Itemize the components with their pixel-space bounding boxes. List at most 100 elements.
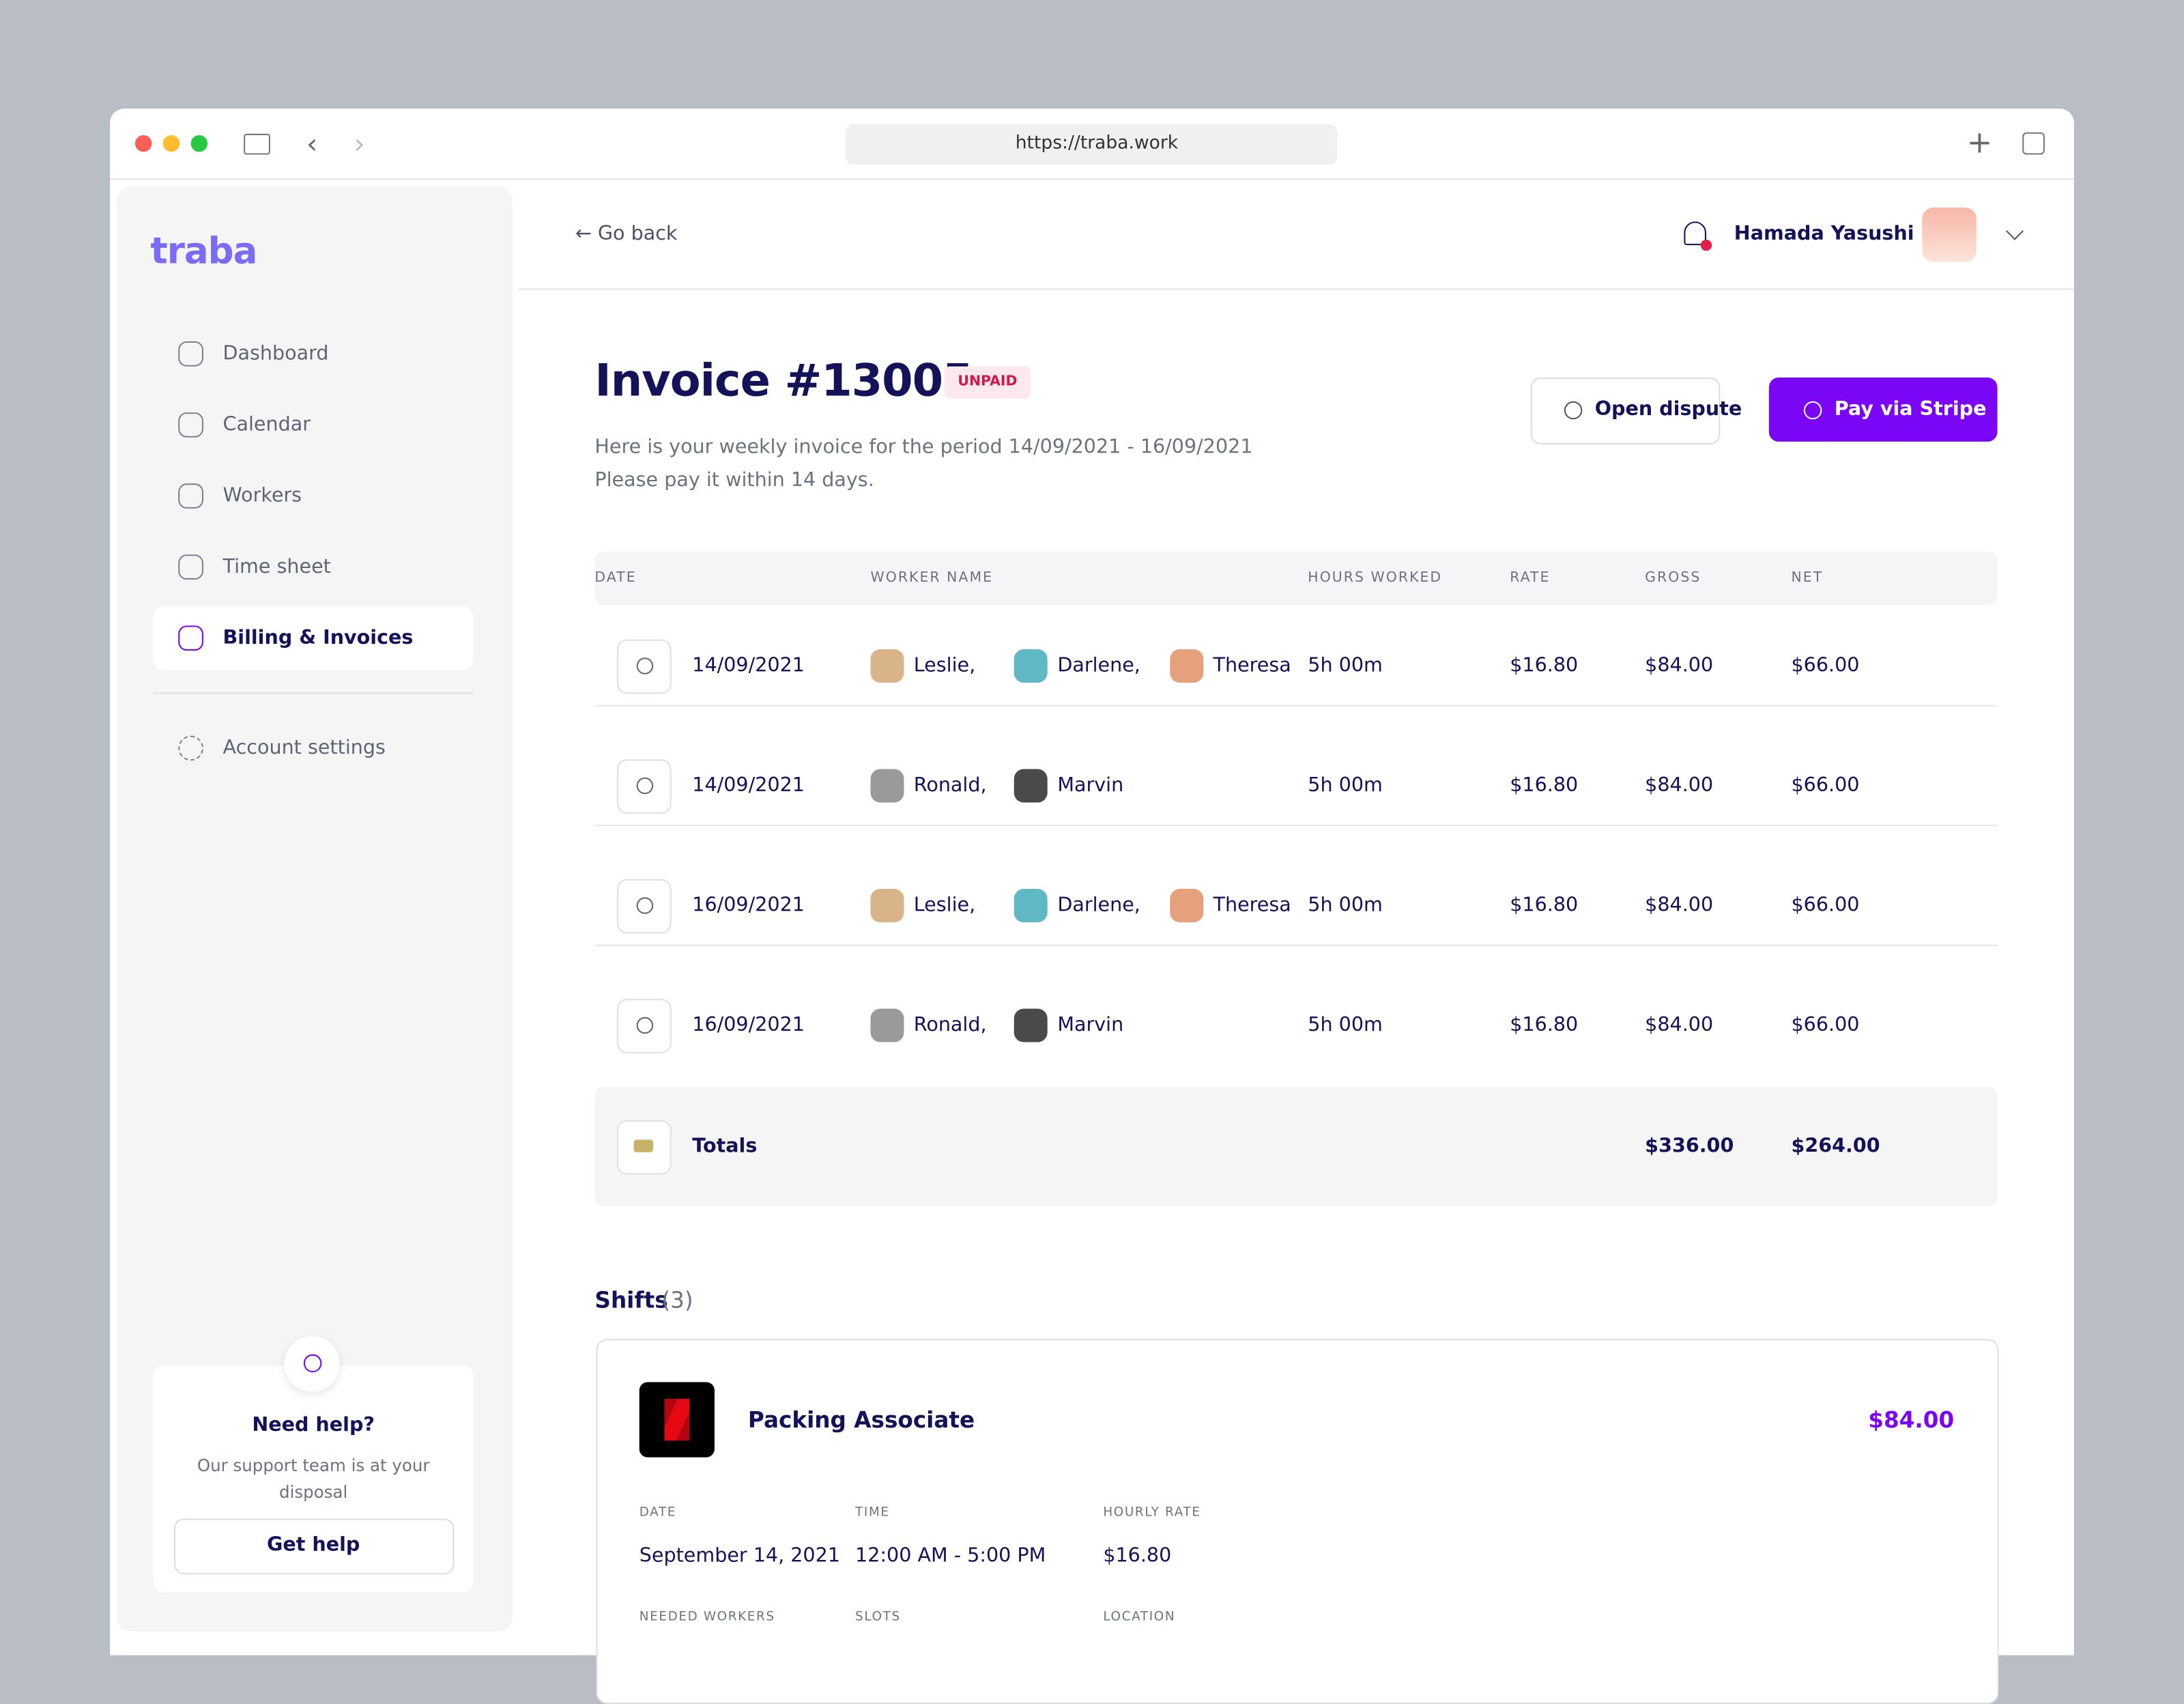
- nav-item[interactable]: Workers: [222, 485, 302, 507]
- worker-avatar: [870, 1008, 904, 1042]
- worker-avatar: [1014, 1008, 1048, 1042]
- worker-name: Ronald,: [913, 774, 987, 797]
- new-tab[interactable]: +: [1966, 126, 1993, 161]
- settings-icon: [178, 735, 203, 761]
- sidebar-toggle[interactable]: [244, 133, 270, 155]
- header-divider: [518, 288, 2074, 290]
- user-name: Hamada Yasushi: [1734, 223, 1914, 246]
- worker-name: Leslie,: [913, 894, 976, 917]
- logo: traba: [150, 231, 257, 273]
- worker-avatar: [870, 769, 904, 803]
- rate: $16.80: [1510, 655, 1579, 677]
- worker-name: Ronald,: [913, 1014, 987, 1037]
- hours: 5h 00m: [1308, 774, 1383, 797]
- zoom-button[interactable]: [190, 134, 208, 152]
- rate: $16.80: [1510, 894, 1579, 917]
- notification-dot: [1700, 240, 1712, 251]
- back-link[interactable]: ← Go back: [575, 223, 678, 246]
- invoice-description: Please pay it within 14 days.: [594, 469, 874, 492]
- dispute-label[interactable]: Open dispute: [1594, 398, 1742, 421]
- column-header: HOURS WORKED: [1308, 570, 1443, 586]
- dispute-icon: [1564, 401, 1583, 420]
- hours: 5h 00m: [1308, 1014, 1383, 1037]
- help-button[interactable]: [174, 1518, 455, 1575]
- invoice-description: Here is your weekly invoice for the peri…: [594, 436, 1253, 459]
- date: 14/09/2021: [692, 774, 805, 797]
- user-avatar: [1922, 208, 1977, 262]
- help-text: Our support team is at your disposal: [197, 1456, 430, 1502]
- worker-name: Darlene,: [1057, 655, 1140, 677]
- row-icon-inner: [636, 1017, 654, 1034]
- invoice-title: Invoice #13005: [594, 354, 973, 407]
- shift-amount: $84.00: [1868, 1406, 1955, 1433]
- help-title: Need help?: [252, 1414, 375, 1437]
- help-button-label[interactable]: Get help: [266, 1533, 360, 1557]
- tabs-button[interactable]: [2022, 132, 2045, 155]
- date: 14/09/2021: [692, 655, 805, 677]
- pay-label[interactable]: Pay via Stripe: [1834, 398, 1987, 421]
- column-header: DATE: [594, 570, 637, 586]
- totals-net: $264.00: [1791, 1135, 1880, 1158]
- gross: $84.00: [1645, 655, 1714, 677]
- column-header: WORKER NAME: [870, 570, 994, 586]
- net: $66.00: [1791, 1014, 1860, 1037]
- active-nav-bg: [153, 606, 474, 670]
- row-divider: [594, 944, 1998, 946]
- rate: $16.80: [1510, 1014, 1579, 1037]
- worker-name: Darlene,: [1057, 894, 1140, 917]
- bell-icon[interactable]: [1684, 221, 1706, 246]
- date: 16/09/2021: [692, 1014, 805, 1037]
- totals-gross: $336.00: [1645, 1135, 1734, 1158]
- table-header: [594, 552, 1998, 605]
- nav-icon: [178, 625, 203, 651]
- worker-name: Theresa: [1213, 655, 1291, 677]
- back-arrow[interactable]: ‹: [306, 126, 318, 160]
- sidebar-divider: [153, 692, 474, 694]
- close-button[interactable]: [134, 134, 152, 152]
- shifts-count: (3): [661, 1286, 693, 1314]
- gross: $84.00: [1645, 774, 1714, 797]
- field-label: HOURLY RATE: [1103, 1506, 1201, 1520]
- dispute-button[interactable]: [1530, 378, 1721, 445]
- field-label: LOCATION: [1103, 1610, 1176, 1625]
- row-icon-inner: [636, 897, 654, 914]
- screen: ‹ › https://traba.work + traba Dashboard C…: [110, 109, 2074, 1704]
- field-value: $16.80: [1103, 1545, 1172, 1567]
- worker-name: Marvin: [1057, 774, 1124, 797]
- worker-avatar: [1014, 649, 1048, 683]
- pay-icon: [1803, 401, 1822, 420]
- url: https://traba.work: [1015, 132, 1179, 154]
- status-badge: [944, 366, 1031, 399]
- worker-avatar: [870, 889, 904, 923]
- nav-item[interactable]: Account settings: [222, 737, 386, 760]
- field-label: DATE: [639, 1506, 677, 1520]
- nav-icon: [178, 554, 203, 580]
- worker-avatar: [1014, 889, 1048, 923]
- hours: 5h 00m: [1308, 655, 1383, 677]
- nav-item[interactable]: Billing & Invoices: [222, 627, 414, 650]
- net: $66.00: [1791, 655, 1860, 677]
- row-icon-inner: [636, 777, 654, 795]
- row-icon: [617, 879, 672, 934]
- row-divider: [594, 825, 1998, 827]
- address-bar[interactable]: [845, 124, 1338, 165]
- forward-arrow[interactable]: ›: [354, 126, 365, 160]
- toolbar-divider: [110, 178, 2074, 180]
- nav-item[interactable]: Time sheet: [222, 556, 331, 578]
- field-label: NEEDED WORKERS: [639, 1610, 775, 1625]
- nav-item[interactable]: Dashboard: [222, 343, 329, 365]
- status-label: UNPAID: [958, 373, 1018, 390]
- gross: $84.00: [1645, 894, 1714, 917]
- shift-title[interactable]: Packing Associate: [747, 1406, 975, 1433]
- column-header: GROSS: [1645, 570, 1701, 586]
- totals-label: Totals: [692, 1135, 758, 1158]
- net: $66.00: [1791, 774, 1860, 797]
- minimize-button[interactable]: [162, 134, 180, 152]
- nav-item[interactable]: Calendar: [222, 414, 311, 436]
- gross: $84.00: [1645, 1014, 1714, 1037]
- field-label: TIME: [855, 1506, 890, 1520]
- company-logo-mark: [664, 1398, 690, 1441]
- worker-avatar: [870, 649, 904, 683]
- rate: $16.80: [1510, 774, 1579, 797]
- hours: 5h 00m: [1308, 894, 1383, 917]
